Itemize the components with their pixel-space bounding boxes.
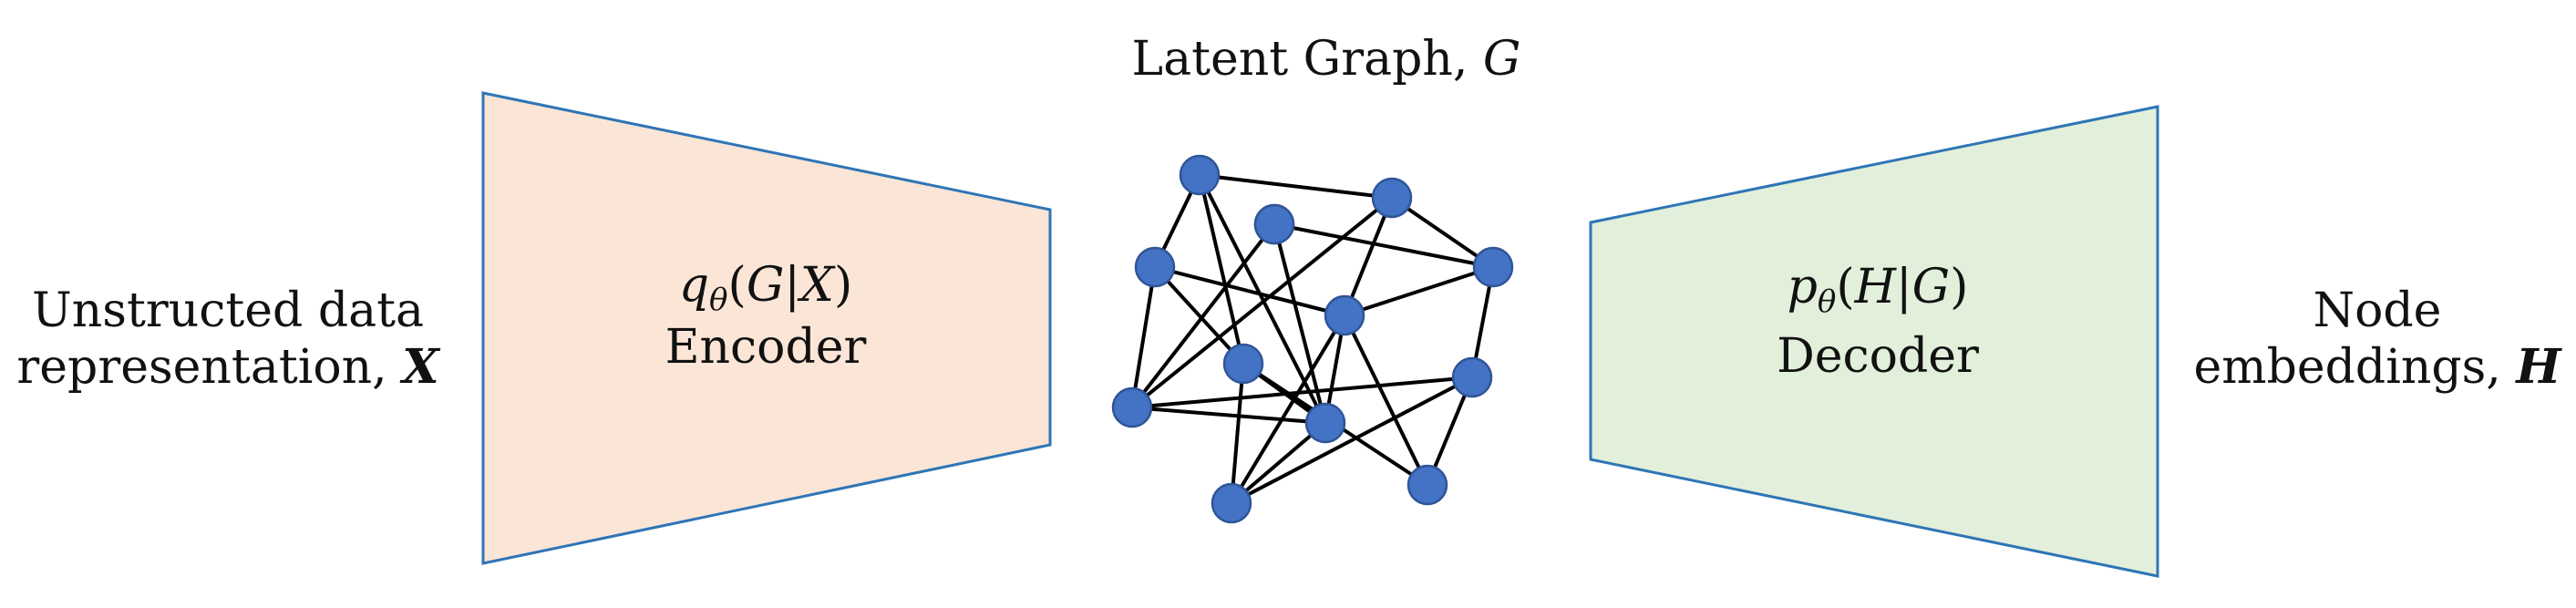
decoder-formula-close: ) bbox=[1950, 260, 1969, 314]
output-label-line2: embeddings, H bbox=[2179, 339, 2576, 396]
encoder-formula-sub: θ bbox=[709, 282, 728, 318]
output-symbol: H bbox=[2516, 339, 2561, 395]
encoder-formula-fn: q bbox=[678, 258, 710, 313]
decoder-formula-b: G bbox=[1911, 260, 1951, 314]
graph-edge bbox=[1199, 173, 1393, 200]
graph-node bbox=[1222, 343, 1264, 385]
graph-node bbox=[1134, 246, 1176, 288]
graph-edge bbox=[1130, 222, 1276, 409]
latent-graph-title: Latent Graph, G bbox=[1130, 31, 1522, 88]
decoder-formula-bar: | bbox=[1896, 260, 1912, 314]
graph-edge bbox=[1273, 222, 1494, 269]
graph-node bbox=[1211, 482, 1252, 524]
graph-edge bbox=[1343, 197, 1394, 316]
decoder-trapezoid bbox=[1589, 105, 2159, 578]
encoder-formula: qθ(G|X) bbox=[510, 257, 1021, 315]
input-label-line2: representation, X bbox=[0, 339, 456, 396]
encoder-text: qθ(G|X) Encoder bbox=[510, 257, 1021, 376]
graph-node bbox=[1111, 386, 1153, 428]
graph-node bbox=[1406, 464, 1448, 506]
encoder-formula-bar: | bbox=[784, 258, 800, 313]
graph-edge bbox=[1230, 421, 1327, 505]
graph-node bbox=[1451, 356, 1493, 398]
decoder-formula-sub: θ bbox=[1817, 283, 1837, 320]
graph-edge bbox=[1343, 314, 1429, 486]
input-label-line1: Unstructed data bbox=[31, 283, 425, 338]
graph-edge bbox=[1130, 266, 1157, 408]
decoder-formula: pθ(H|G) bbox=[1623, 259, 2133, 317]
encoder-formula-close: ) bbox=[833, 258, 853, 313]
decoder-formula-a: H bbox=[1854, 260, 1897, 314]
encoder-label: Encoder bbox=[665, 320, 867, 375]
graph-node bbox=[1253, 203, 1295, 245]
latent-graph-title-text: Latent Graph, bbox=[1131, 32, 1483, 87]
output-label-line1: Node bbox=[2313, 283, 2442, 338]
decoder-text: pθ(H|G) Decoder bbox=[1623, 259, 2133, 385]
decoder-label: Decoder bbox=[1777, 329, 1979, 384]
input-symbol: X bbox=[402, 339, 439, 395]
graph-node bbox=[1472, 246, 1514, 288]
graph-edge bbox=[1130, 196, 1394, 409]
output-label: Node embeddings, H bbox=[2179, 283, 2576, 396]
graph-edge bbox=[1344, 265, 1494, 317]
decoder-formula-fn: p bbox=[1787, 260, 1818, 314]
graph-nodes bbox=[1111, 154, 1514, 524]
input-label-line2-text: representation, bbox=[16, 340, 403, 395]
graph-edges bbox=[1130, 173, 1495, 505]
decoder-formula-open: ( bbox=[1836, 260, 1855, 314]
encoder-formula-b: X bbox=[799, 258, 834, 313]
graph-node bbox=[1179, 154, 1221, 196]
input-label: Unstructed data representation, X bbox=[0, 283, 456, 396]
graph-node bbox=[1324, 294, 1365, 336]
graph-edge bbox=[1198, 174, 1245, 365]
graph-node bbox=[1304, 402, 1346, 444]
graph-edge bbox=[1230, 314, 1346, 505]
graph-node bbox=[1371, 177, 1413, 219]
encoder-formula-a: G bbox=[746, 258, 785, 313]
encoder-formula-open: ( bbox=[727, 258, 747, 313]
latent-graph-symbol: G bbox=[1482, 32, 1521, 87]
graph-edge bbox=[1230, 363, 1245, 504]
graph-edge bbox=[1131, 376, 1473, 409]
graph-edge bbox=[1131, 406, 1326, 425]
graph-edge bbox=[1153, 265, 1245, 366]
graph-edge bbox=[1154, 265, 1345, 317]
graph-edge bbox=[1231, 376, 1473, 505]
graph-edge bbox=[1390, 196, 1495, 269]
output-label-line2-text: embeddings, bbox=[2193, 340, 2517, 395]
encoder-trapezoid bbox=[481, 91, 1052, 565]
